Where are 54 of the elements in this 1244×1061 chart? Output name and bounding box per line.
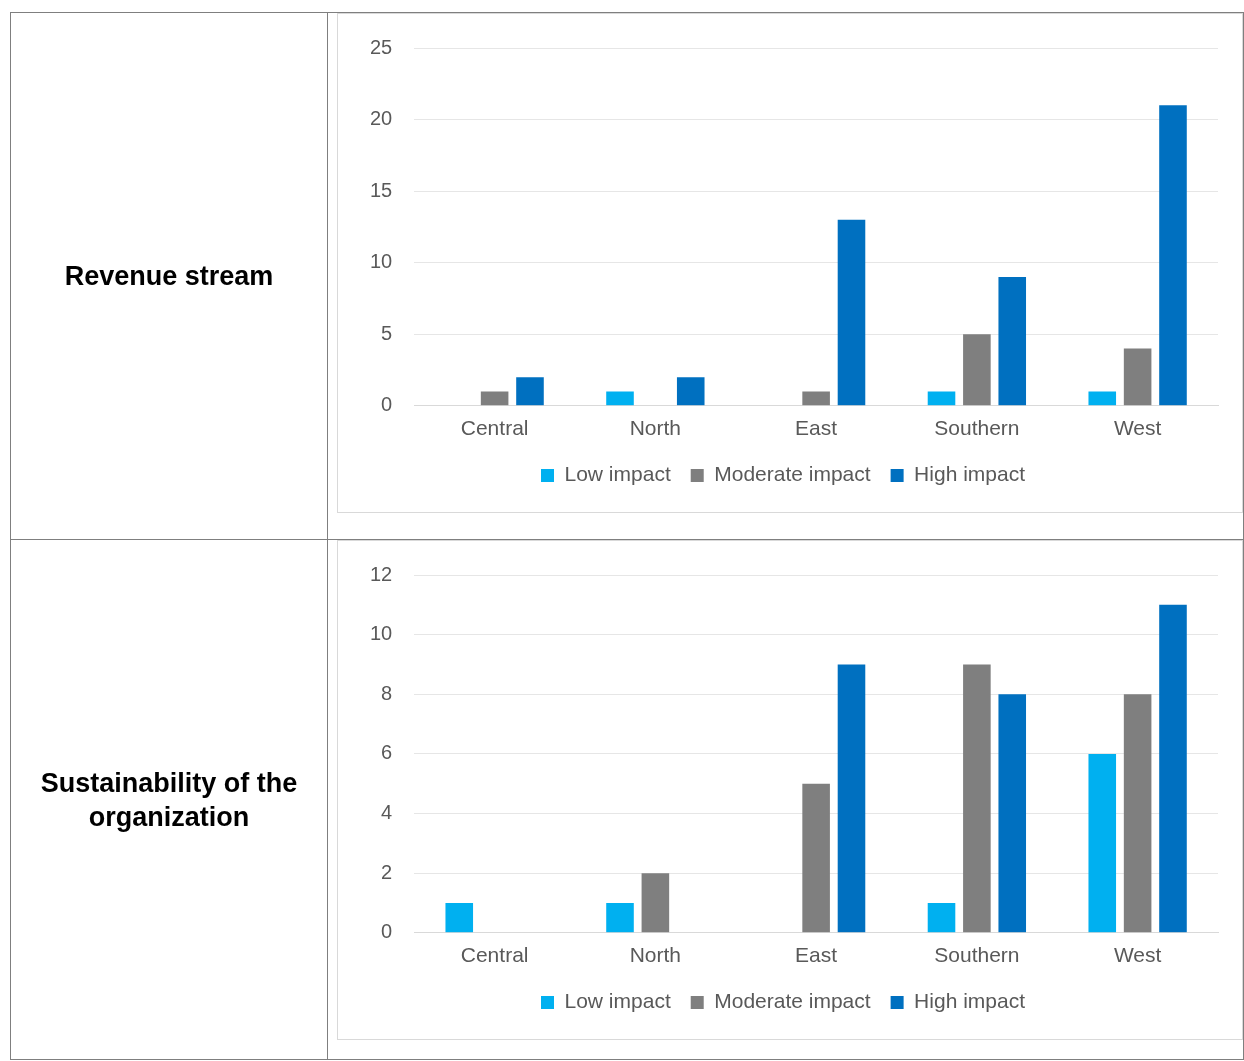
bar [445,902,474,933]
bar [516,377,544,406]
x-tick-label: East [795,943,838,967]
legend-label: High impact [914,462,1026,486]
bar [927,391,956,406]
bar [1159,604,1187,933]
bar [1088,391,1117,406]
bar [963,334,991,406]
x-tick-label: Central [460,943,529,967]
bar [606,902,634,933]
x-tick-label: East [795,416,838,440]
text: Sustainability of the organization [10,539,328,1060]
bar [1123,348,1152,406]
bar [963,664,991,933]
bar [606,391,634,406]
y-tick-label: 20 [370,107,393,130]
y-tick-label: 8 [381,681,393,704]
bar [927,902,956,933]
x-tick-label: North [629,416,682,440]
bar [1088,753,1117,933]
bar [641,873,670,933]
bar [1123,694,1152,933]
text: Revenue stream [10,12,328,540]
x-tick-label: North [629,943,682,967]
y-tick-label: 0 [381,920,393,943]
y-tick-label: 15 [370,178,393,201]
x-tick-label: Southern [934,943,1020,967]
y-tick-label: 2 [381,860,393,883]
bar [676,377,705,406]
bar [802,391,830,406]
bar [998,276,1027,406]
bar [837,664,866,933]
y-tick-label: 5 [381,321,393,344]
bar [480,391,509,406]
bar [802,783,830,933]
legend-label: Low impact [564,989,671,1013]
y-tick-label: 4 [381,801,393,824]
x-tick-label: West [1113,416,1162,440]
legend-label: Moderate impact [714,462,871,486]
y-tick-label: 6 [381,741,393,764]
y-tick-label: 12 [370,562,393,585]
legend-label: High impact [914,989,1026,1013]
x-tick-label: Southern [934,416,1020,440]
y-tick-label: 10 [370,622,393,645]
legend-label: Low impact [564,462,671,486]
y-tick-label: 25 [370,35,393,58]
x-tick-label: West [1113,943,1162,967]
y-tick-label: 10 [370,250,393,273]
legend-label: Moderate impact [714,989,871,1013]
y-tick-label: 0 [381,393,393,416]
bar [1159,105,1187,406]
bar [998,694,1027,933]
bar [837,219,866,406]
x-tick-label: Central [460,416,529,440]
